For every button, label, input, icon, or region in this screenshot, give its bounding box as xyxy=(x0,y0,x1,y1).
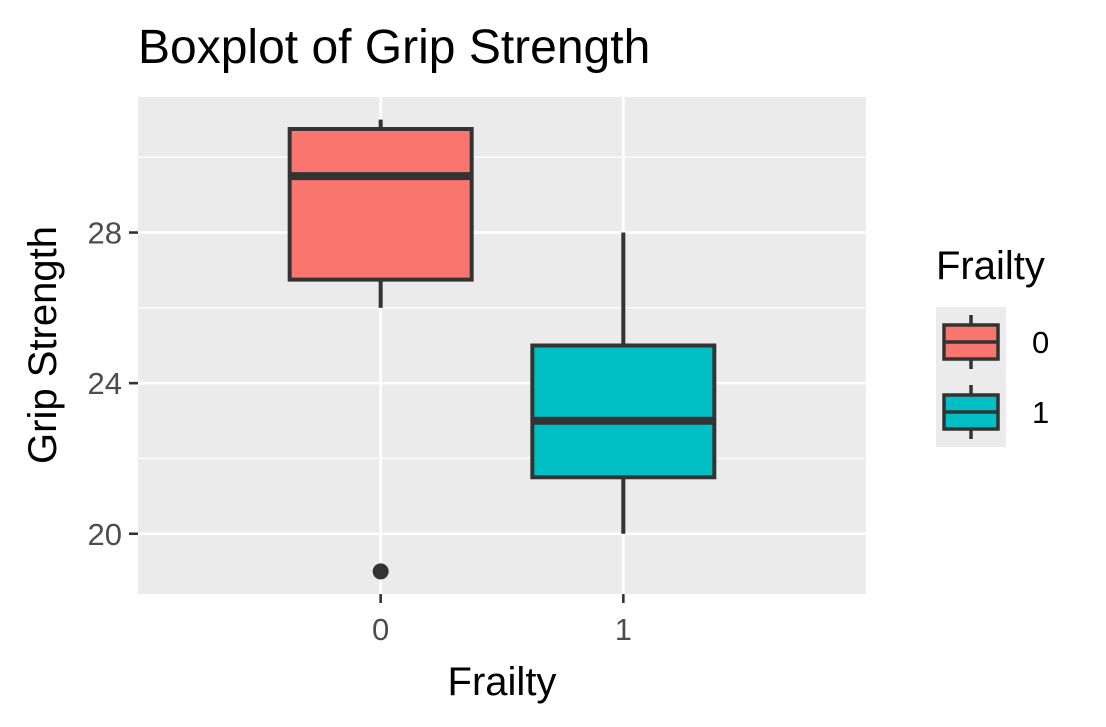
boxes xyxy=(287,119,717,580)
y-axis: 20 24 28 xyxy=(88,216,138,552)
legend: Frailty 01 xyxy=(936,244,1049,447)
box-group-0 xyxy=(287,119,474,580)
x-axis-title: Frailty xyxy=(448,660,557,704)
minor-gridlines xyxy=(138,156,866,460)
plot-panel xyxy=(138,97,866,594)
y-tick-label: 20 xyxy=(88,517,122,552)
legend-label: 0 xyxy=(1032,325,1049,360)
box-iqr xyxy=(530,343,717,480)
legend-keys: 01 xyxy=(936,307,1049,447)
box-iqr xyxy=(287,127,474,282)
panel-background xyxy=(138,97,866,594)
x-tick-label: 0 xyxy=(372,612,389,647)
box-group-1 xyxy=(530,232,717,534)
y-tick-label: 24 xyxy=(88,366,122,401)
legend-item-0: 0 xyxy=(936,307,1049,377)
legend-label: 1 xyxy=(1032,395,1049,430)
legend-item-1: 1 xyxy=(936,377,1049,447)
y-axis-title: Grip Strength xyxy=(21,226,65,464)
y-tick-label: 28 xyxy=(88,216,122,251)
chart-title: Boxplot of Grip Strength xyxy=(138,21,650,74)
outlier-point xyxy=(372,563,389,580)
x-tick-label: 1 xyxy=(615,612,632,647)
legend-title: Frailty xyxy=(936,244,1045,288)
